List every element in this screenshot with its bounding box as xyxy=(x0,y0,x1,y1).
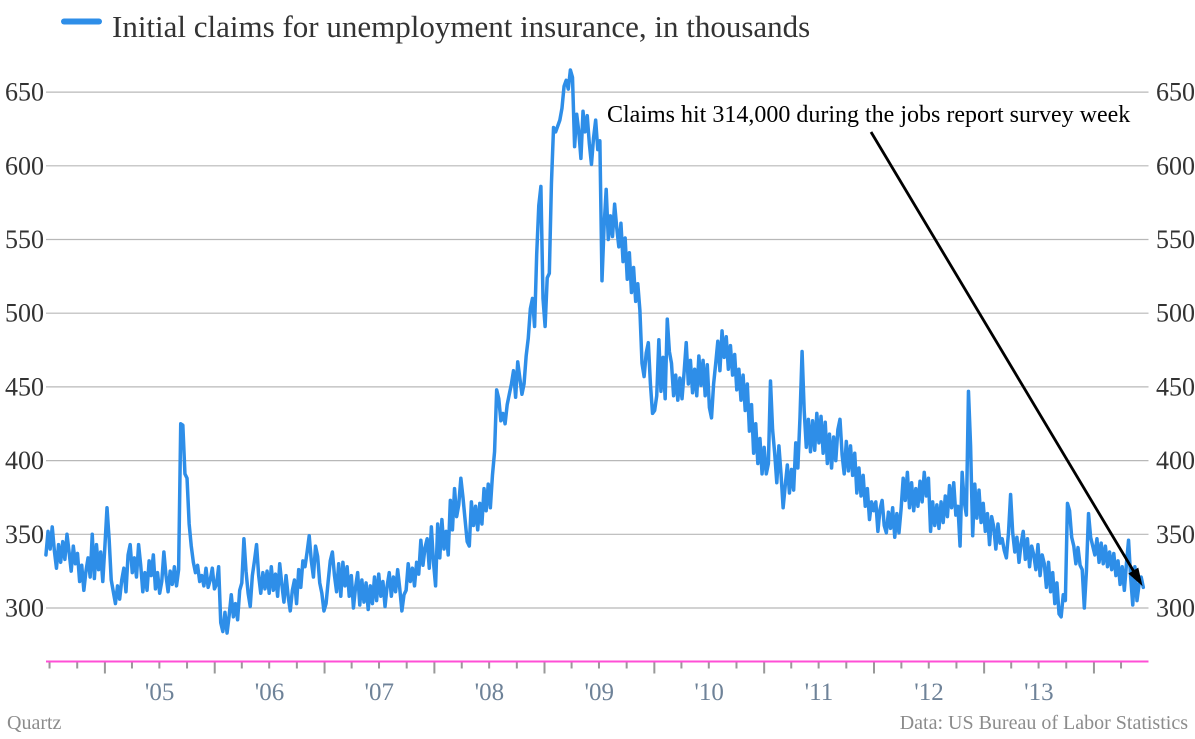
x-axis-label: '13 xyxy=(1024,679,1054,706)
data-source: Data: US Bureau of Labor Statistics xyxy=(900,712,1188,734)
y-axis-label-left: 550 xyxy=(5,225,44,254)
x-axis-group: '05 '06 '07 '08 '09 '10 '11 '12 '13 xyxy=(46,660,1149,706)
y-axis-label-right: 600 xyxy=(1156,151,1195,180)
x-axis-label: '06 xyxy=(255,679,285,706)
axis-labels-group: 300 300 350 350 400 400 450 450 500 500 550 550 600 6… xyxy=(5,78,1195,623)
y-axis-label-left: 600 xyxy=(5,151,44,180)
x-axis-label: '09 xyxy=(585,679,615,706)
annotation-text: Claims hit 314,000 during the jobs repor… xyxy=(607,102,1130,128)
annotation-arrowhead-icon xyxy=(1128,567,1143,587)
annotation-group: Claims hit 314,000 during the jobs repor… xyxy=(607,102,1143,587)
x-axis-label: '12 xyxy=(914,679,944,706)
y-axis-label-right: 450 xyxy=(1156,372,1195,401)
y-axis-label-right: 650 xyxy=(1156,78,1195,107)
gridlines-group xyxy=(46,91,1149,609)
y-axis-label-right: 300 xyxy=(1156,594,1195,623)
x-axis-label: '10 xyxy=(694,679,724,706)
y-axis-label-right: 500 xyxy=(1156,299,1195,328)
y-axis-label-left: 650 xyxy=(5,78,44,107)
x-axis-label: '11 xyxy=(805,679,834,706)
y-axis-label-right: 400 xyxy=(1156,446,1195,475)
source-brand: Quartz xyxy=(7,712,62,734)
y-axis-label-right: 550 xyxy=(1156,225,1195,254)
x-axis-label: '08 xyxy=(475,679,505,706)
y-axis-label-left: 500 xyxy=(5,299,44,328)
y-axis-label-right: 350 xyxy=(1156,520,1195,549)
claims-line-series xyxy=(44,68,1146,635)
chart-title: Initial claims for unemployment insuranc… xyxy=(112,9,810,44)
data-series-group xyxy=(44,68,1146,635)
annotation-arrow xyxy=(869,131,1136,574)
y-axis-label-left: 450 xyxy=(5,372,44,401)
x-axis-label: '07 xyxy=(365,679,395,706)
x-axis-label: '05 xyxy=(145,679,175,706)
y-axis-label-left: 400 xyxy=(5,446,44,475)
y-axis-label-left: 300 xyxy=(5,594,44,623)
y-axis-label-left: 350 xyxy=(5,520,44,549)
